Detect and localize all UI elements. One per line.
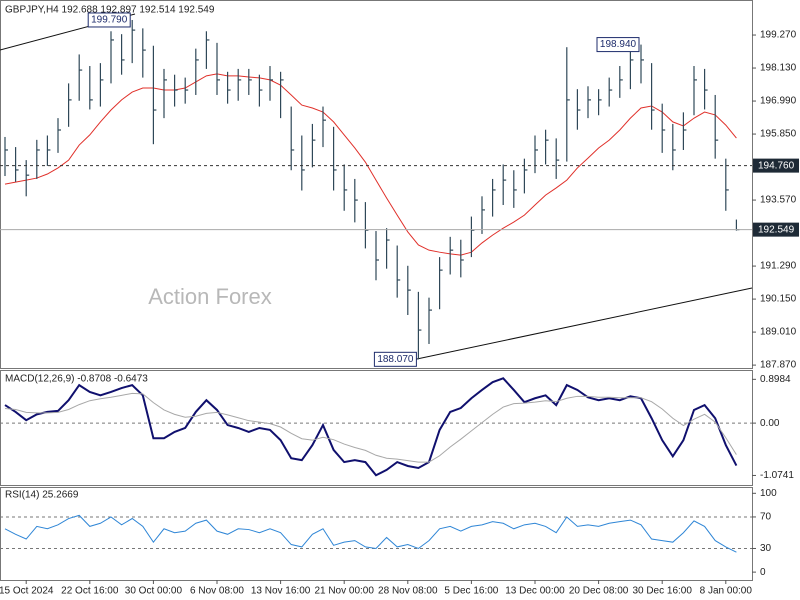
y-tick-label: 0.00 — [760, 418, 780, 429]
x-tick-label: 8 Jan 00:00 — [700, 586, 753, 597]
y-tick-label: 0 — [760, 567, 766, 578]
price-marker-box — [87, 12, 131, 28]
y-tick-label: 196.990 — [760, 96, 797, 107]
x-tick-label: 20 Dec 08:00 — [569, 586, 629, 597]
indicator-line — [4, 377, 738, 477]
x-tick-label: 21 Nov 00:00 — [314, 586, 374, 597]
y-tick-label: 195.850 — [760, 129, 797, 140]
x-tick-label: 28 Nov 08:00 — [378, 586, 438, 597]
y-tick-label: 199.270 — [760, 30, 797, 41]
price-level-label: 194.760 — [758, 160, 795, 171]
price-marker-box — [373, 351, 417, 367]
watermark: Action Forex — [148, 284, 272, 309]
x-tick-label: 13 Nov 16:00 — [251, 586, 311, 597]
indicator-line — [4, 392, 737, 463]
chart-title: GBPJPY,H4 192.688 192.897 192.514 192.54… — [5, 5, 215, 16]
macd-title: MACD(12,26,9) -0.8708 -0.6473 — [5, 374, 148, 385]
x-tick-label: 30 Dec 16:00 — [632, 586, 692, 597]
price-panel — [0, 0, 753, 369]
price-marker-label: 188.070 — [377, 354, 414, 365]
x-tick-label: 5 Dec 16:00 — [444, 586, 498, 597]
x-tick-label: 13 Dec 00:00 — [505, 586, 565, 597]
price-marker-label: 199.790 — [91, 15, 128, 26]
macd-panel — [0, 370, 753, 486]
rsi-panel — [0, 487, 753, 581]
price-marker-box — [596, 37, 640, 53]
price-level-box — [753, 158, 799, 173]
y-tick-label: 198.130 — [760, 63, 797, 74]
rsi-title: RSI(14) 25.2669 — [5, 490, 79, 501]
lower-trendline — [397, 287, 753, 364]
price-marker-label: 198.940 — [600, 39, 637, 50]
y-tick-label: 193.570 — [760, 195, 797, 206]
y-tick-label: 187.870 — [760, 360, 797, 371]
y-tick-label: 100 — [760, 488, 777, 499]
x-tick-label: 30 Oct 00:00 — [125, 586, 183, 597]
price-level-label: 192.549 — [758, 224, 795, 235]
moving-average — [4, 73, 737, 256]
y-tick-label: 70 — [760, 512, 772, 523]
price-level-box — [753, 222, 799, 237]
x-tick-label: 22 Oct 16:00 — [61, 586, 119, 597]
y-tick-label: -1.0741 — [760, 470, 794, 481]
y-tick-label: 189.010 — [760, 327, 797, 338]
y-tick-label: 0.8984 — [760, 374, 791, 385]
y-tick-label: 191.290 — [760, 261, 797, 272]
y-tick-label: 190.150 — [760, 294, 797, 305]
indicator-line — [4, 514, 737, 553]
x-tick-label: 15 Oct 2024 — [0, 586, 54, 597]
y-tick-label: 30 — [760, 543, 772, 554]
x-tick-label: 6 Nov 08:00 — [190, 586, 244, 597]
